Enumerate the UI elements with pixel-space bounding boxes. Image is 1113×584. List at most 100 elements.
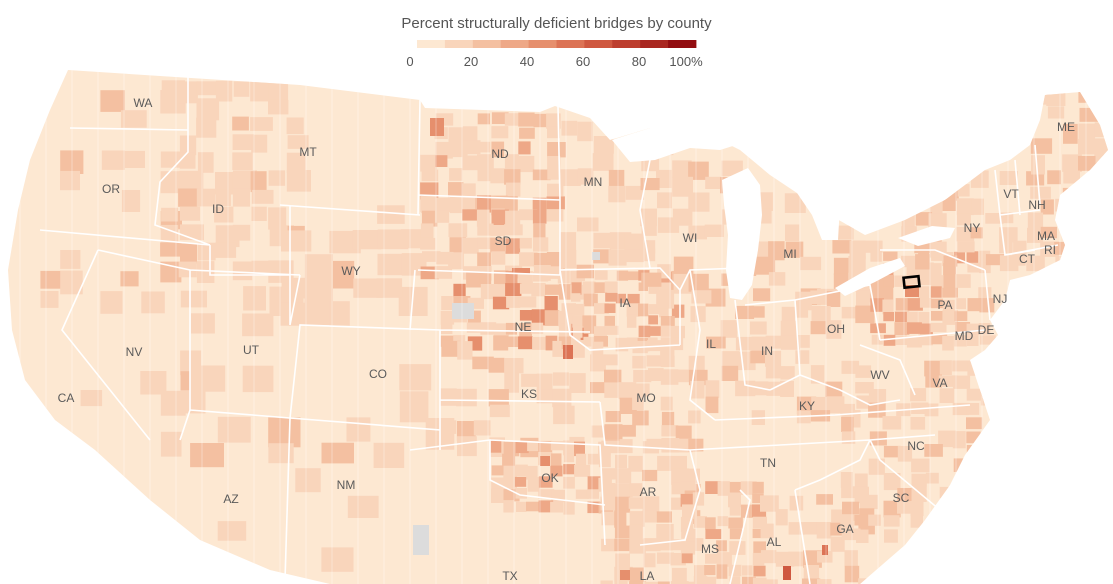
county[interactable] [550, 441, 564, 451]
county[interactable] [594, 270, 608, 280]
county[interactable] [895, 298, 908, 311]
county[interactable] [558, 284, 571, 300]
county[interactable] [347, 495, 379, 518]
county[interactable] [1062, 154, 1082, 172]
county[interactable] [546, 209, 564, 222]
county[interactable] [190, 365, 226, 392]
county[interactable] [924, 403, 939, 417]
county[interactable] [856, 290, 870, 307]
county[interactable] [420, 223, 434, 241]
county[interactable] [571, 282, 582, 295]
county[interactable] [552, 372, 569, 386]
county[interactable] [694, 516, 707, 528]
county[interactable] [660, 396, 673, 411]
county[interactable] [593, 136, 614, 154]
county[interactable] [1078, 90, 1096, 103]
county[interactable] [705, 481, 721, 494]
county[interactable] [632, 355, 646, 369]
county[interactable] [659, 304, 669, 318]
county[interactable] [352, 230, 382, 250]
county[interactable] [675, 369, 691, 383]
county[interactable] [544, 310, 560, 326]
county[interactable] [538, 500, 554, 513]
county[interactable] [600, 580, 613, 584]
county[interactable] [574, 464, 591, 477]
county[interactable] [503, 441, 520, 457]
county[interactable] [642, 496, 660, 513]
county[interactable] [832, 240, 852, 254]
county[interactable] [967, 262, 982, 273]
county[interactable] [660, 316, 675, 327]
county[interactable] [518, 271, 533, 287]
county[interactable] [688, 225, 707, 240]
county[interactable] [704, 224, 724, 237]
county[interactable] [705, 576, 717, 584]
county[interactable] [492, 296, 510, 310]
county[interactable] [967, 298, 981, 312]
county[interactable] [780, 380, 794, 397]
county[interactable] [943, 255, 958, 267]
county[interactable] [594, 282, 608, 293]
county[interactable] [435, 155, 448, 167]
county[interactable] [752, 481, 764, 494]
county[interactable] [768, 241, 785, 261]
county[interactable] [538, 476, 553, 488]
county[interactable] [462, 126, 478, 143]
county[interactable] [967, 487, 985, 503]
county[interactable] [784, 193, 806, 213]
county[interactable] [628, 455, 643, 472]
county[interactable] [752, 516, 767, 529]
county[interactable] [883, 251, 898, 261]
county[interactable] [705, 396, 719, 414]
county[interactable] [956, 226, 975, 242]
county[interactable] [840, 472, 853, 488]
county[interactable] [506, 296, 521, 308]
county[interactable] [900, 185, 914, 200]
county[interactable] [449, 168, 463, 181]
county[interactable] [563, 464, 576, 475]
county[interactable] [761, 579, 778, 584]
county[interactable] [575, 453, 587, 468]
county[interactable] [897, 446, 913, 462]
county[interactable] [930, 286, 942, 298]
county[interactable] [519, 127, 535, 139]
county[interactable] [980, 529, 994, 544]
county[interactable] [561, 303, 577, 314]
county[interactable] [810, 321, 828, 335]
county[interactable] [512, 268, 530, 274]
county[interactable] [1040, 199, 1054, 215]
county[interactable] [915, 212, 933, 226]
county[interactable] [938, 375, 958, 387]
county[interactable] [462, 155, 481, 171]
county[interactable] [919, 298, 932, 308]
county[interactable] [472, 356, 494, 370]
county[interactable] [493, 270, 509, 286]
county[interactable] [833, 257, 850, 275]
county[interactable] [547, 142, 566, 158]
county[interactable] [232, 224, 251, 241]
county[interactable] [462, 195, 476, 210]
county[interactable] [457, 436, 477, 457]
county[interactable] [505, 270, 518, 287]
county[interactable] [491, 112, 509, 124]
county[interactable] [477, 169, 493, 182]
county[interactable] [491, 141, 505, 158]
county[interactable] [563, 501, 575, 515]
county[interactable] [629, 567, 644, 583]
county[interactable] [546, 196, 565, 210]
county[interactable] [60, 170, 80, 191]
county-no-data[interactable] [592, 252, 600, 260]
county[interactable] [40, 291, 59, 308]
county[interactable] [60, 150, 84, 174]
county[interactable] [848, 256, 866, 276]
county[interactable] [855, 305, 875, 324]
county[interactable] [924, 444, 943, 457]
county[interactable] [504, 113, 520, 126]
county[interactable] [251, 260, 274, 276]
county[interactable] [694, 565, 707, 578]
county[interactable] [729, 576, 741, 584]
county[interactable] [560, 270, 570, 282]
county[interactable] [939, 486, 955, 499]
county[interactable] [141, 291, 165, 314]
county[interactable] [100, 291, 123, 314]
